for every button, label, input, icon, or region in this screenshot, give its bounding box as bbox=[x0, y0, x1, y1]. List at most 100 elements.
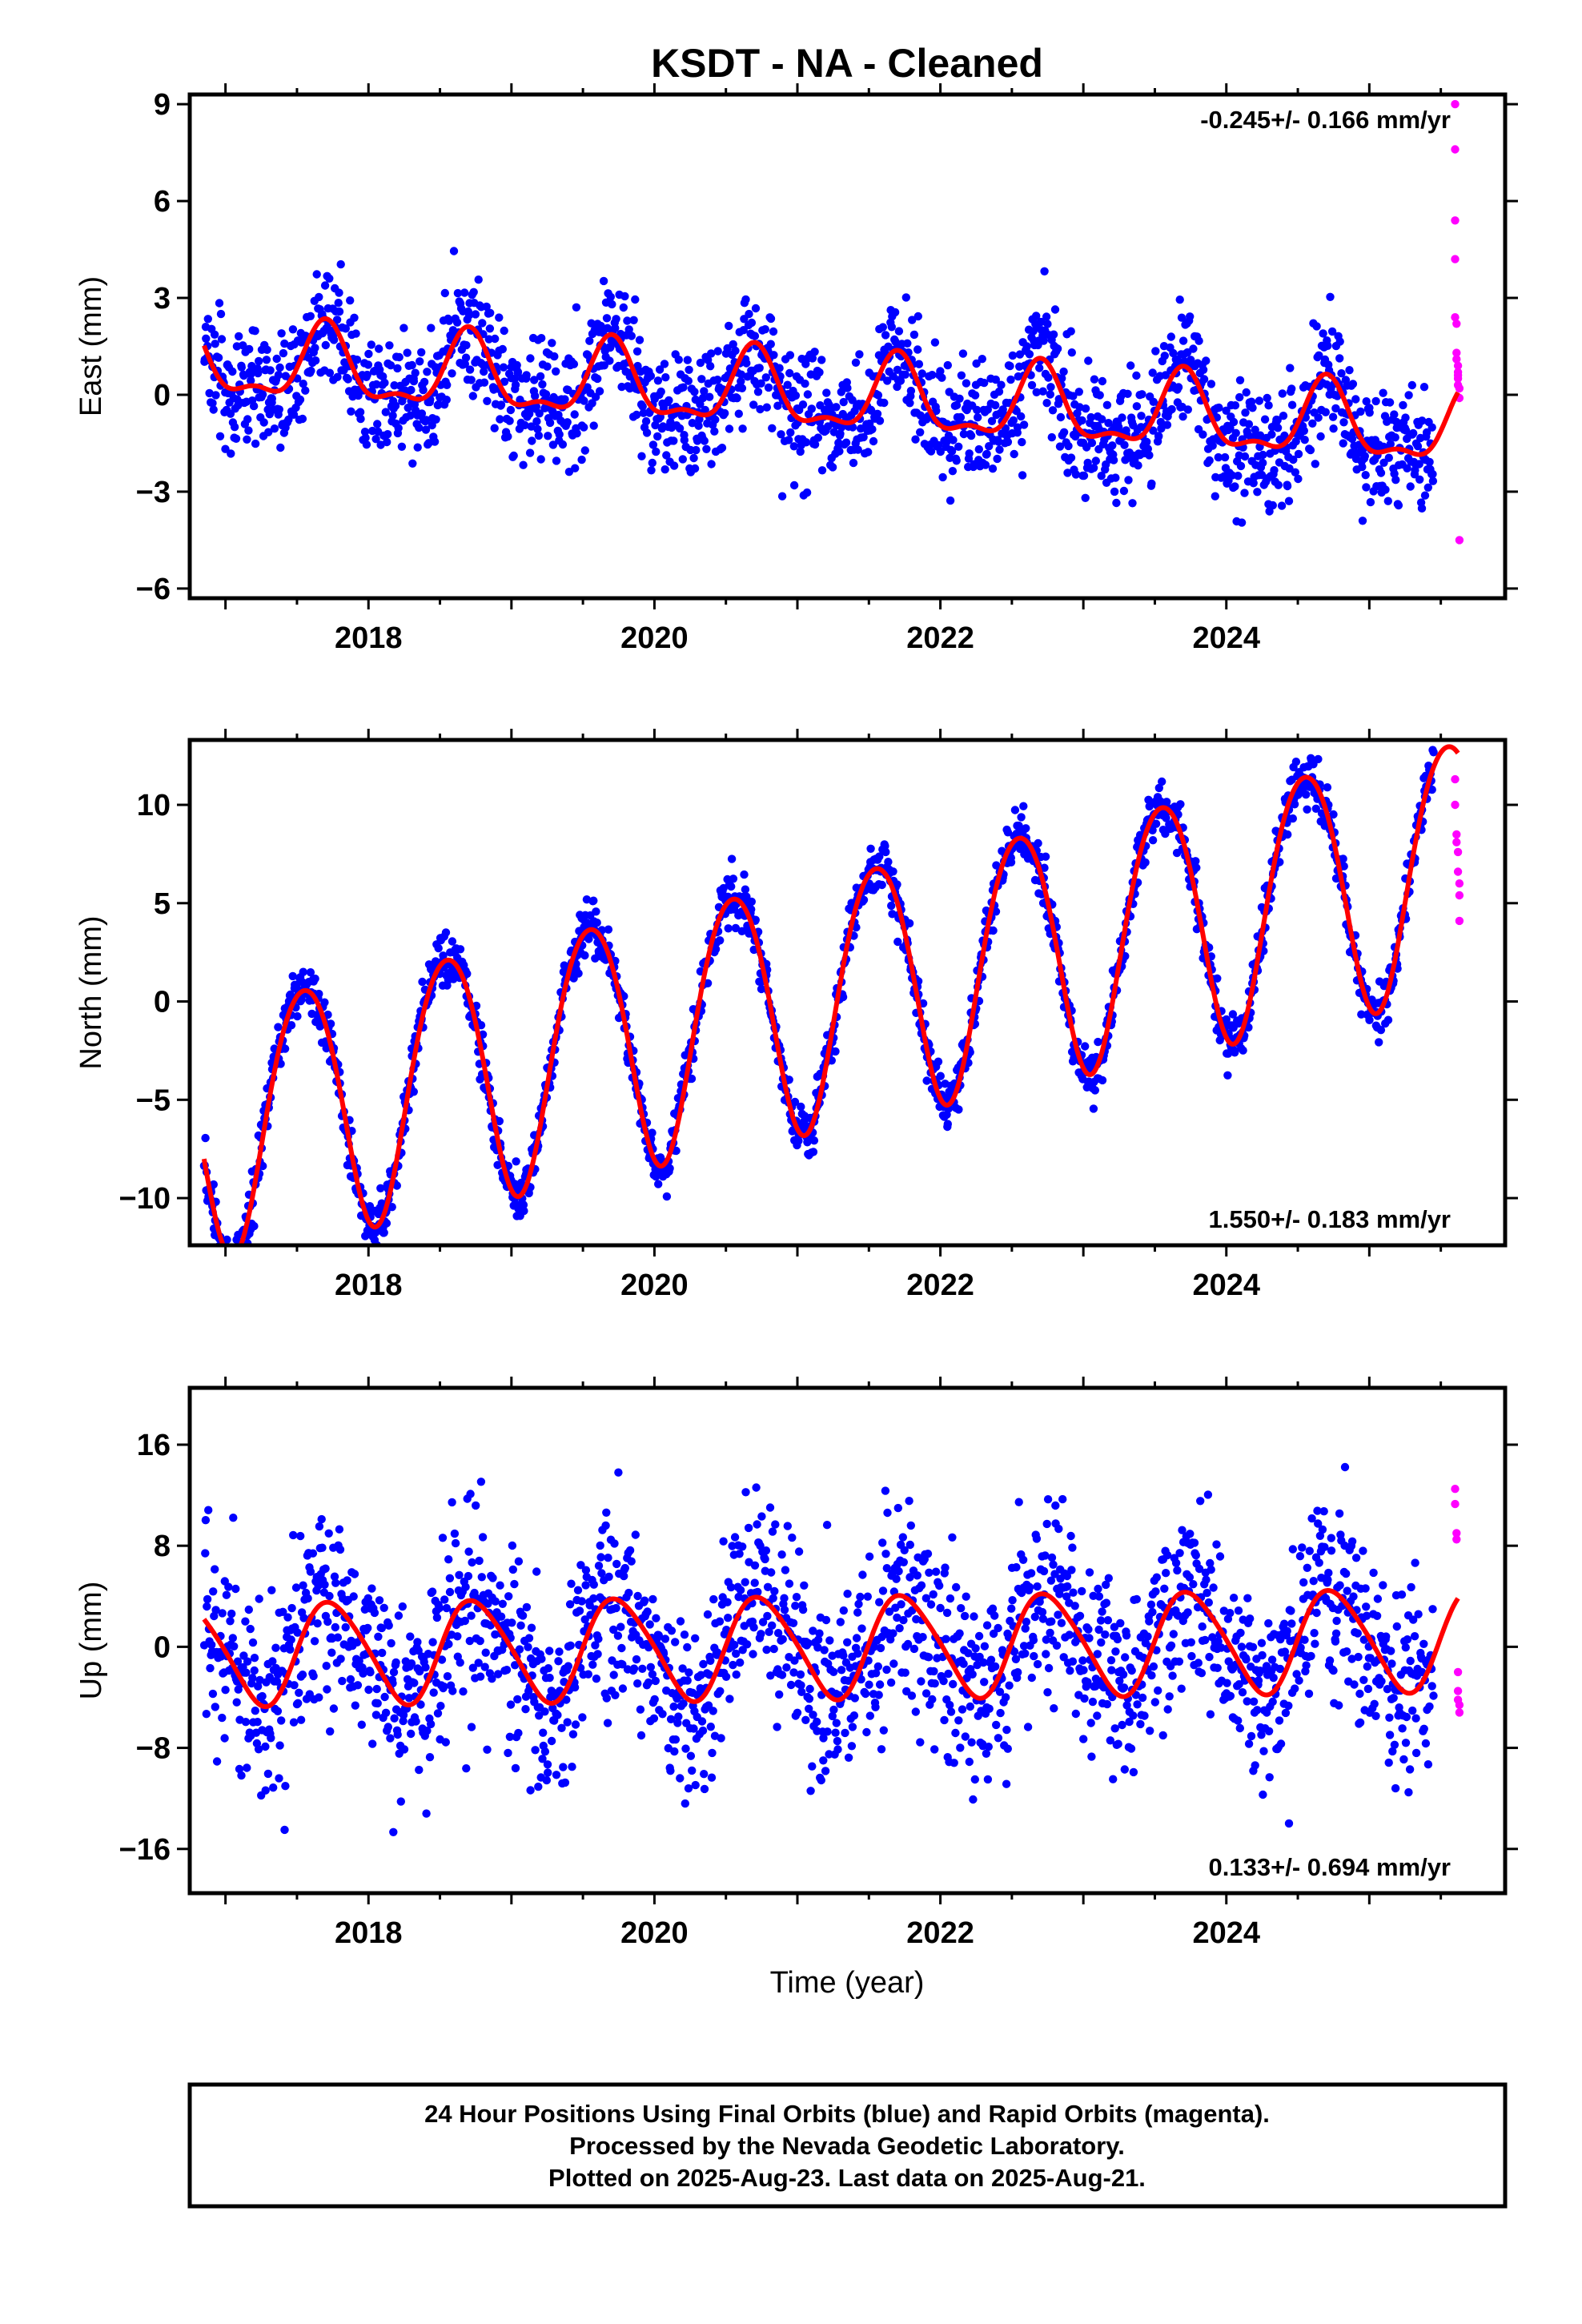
east-final-point bbox=[356, 414, 365, 424]
north-final-point bbox=[377, 1199, 386, 1208]
east-x-tick-label: 2022 bbox=[906, 621, 974, 655]
east-final-point bbox=[1422, 428, 1431, 437]
east-final-point bbox=[1328, 412, 1338, 421]
up-final-point bbox=[828, 1711, 837, 1721]
east-final-point bbox=[665, 396, 673, 405]
up-final-point bbox=[364, 1685, 373, 1695]
east-final-point bbox=[1428, 476, 1438, 485]
up-final-point bbox=[719, 1537, 728, 1546]
east-final-point bbox=[552, 456, 561, 465]
up-final-point bbox=[287, 1635, 295, 1644]
east-final-point bbox=[1157, 424, 1166, 433]
up-final-point bbox=[775, 1690, 784, 1699]
east-final-point bbox=[275, 405, 283, 414]
east-final-point bbox=[386, 361, 396, 370]
up-final-point bbox=[309, 1671, 318, 1681]
up-final-point bbox=[821, 1615, 831, 1625]
east-final-point bbox=[954, 442, 963, 451]
east-rapid-point bbox=[1452, 320, 1461, 328]
north-final-point bbox=[219, 1264, 227, 1272]
east-final-point bbox=[701, 405, 709, 415]
east-final-point bbox=[955, 394, 964, 403]
east-final-point bbox=[1199, 430, 1207, 439]
east-final-point bbox=[1064, 441, 1073, 451]
east-final-point bbox=[277, 329, 286, 338]
east-final-point bbox=[1299, 426, 1309, 436]
east-final-point bbox=[1175, 296, 1184, 304]
up-final-point bbox=[780, 1594, 789, 1602]
up-final-point bbox=[335, 1545, 345, 1554]
up-final-point bbox=[703, 1610, 713, 1619]
east-final-point bbox=[1167, 404, 1176, 414]
up-final-point bbox=[876, 1643, 885, 1653]
up-final-point bbox=[459, 1687, 468, 1696]
east-final-point bbox=[815, 368, 824, 377]
up-final-point bbox=[218, 1609, 227, 1618]
east-final-point bbox=[289, 410, 299, 419]
north-final-point bbox=[1017, 813, 1026, 822]
east-final-point bbox=[1283, 481, 1292, 491]
east-final-point bbox=[208, 399, 217, 408]
up-final-point bbox=[856, 1592, 865, 1602]
east-final-point bbox=[1123, 389, 1132, 398]
north-final-point bbox=[231, 1264, 239, 1272]
east-final-point bbox=[572, 429, 581, 438]
east-rapid-point bbox=[1451, 216, 1460, 225]
east-final-point bbox=[1186, 312, 1195, 321]
north-final-point bbox=[866, 844, 875, 854]
east-final-point bbox=[605, 356, 614, 365]
up-final-point bbox=[372, 1684, 381, 1694]
east-final-point bbox=[243, 415, 252, 424]
east-final-point bbox=[808, 354, 817, 363]
up-final-point bbox=[864, 1656, 873, 1665]
east-final-point bbox=[1384, 453, 1394, 462]
north-final-point bbox=[222, 1265, 230, 1273]
up-final-point bbox=[250, 1654, 259, 1663]
east-final-point bbox=[974, 444, 984, 454]
north-final-point bbox=[665, 1164, 674, 1173]
east-final-point bbox=[1403, 464, 1411, 472]
up-final-point bbox=[407, 1659, 416, 1668]
up-final-point bbox=[640, 1596, 649, 1605]
up-final-point bbox=[604, 1554, 612, 1562]
east-final-point bbox=[766, 340, 775, 348]
east-final-point bbox=[262, 356, 271, 364]
up-final-point bbox=[222, 1590, 231, 1599]
up-final-point bbox=[398, 1602, 407, 1611]
up-final-point bbox=[611, 1691, 620, 1699]
east-final-point bbox=[917, 369, 927, 378]
east-final-point bbox=[544, 432, 552, 440]
east-final-point bbox=[1306, 445, 1315, 455]
up-final-point bbox=[832, 1719, 841, 1727]
up-final-point bbox=[577, 1597, 586, 1606]
east-final-point bbox=[593, 374, 602, 384]
east-final-point bbox=[533, 424, 542, 433]
up-final-point bbox=[553, 1711, 562, 1719]
up-final-point bbox=[542, 1775, 551, 1785]
up-final-point bbox=[237, 1771, 246, 1780]
east-final-point bbox=[1329, 424, 1338, 433]
north-final-point bbox=[1383, 1015, 1393, 1024]
up-final-point bbox=[513, 1695, 522, 1704]
east-final-point bbox=[798, 400, 808, 409]
east-final-point bbox=[785, 436, 793, 444]
east-final-point bbox=[1371, 396, 1380, 406]
east-final-point bbox=[994, 387, 1004, 396]
east-final-point bbox=[926, 447, 936, 456]
east-final-point bbox=[1022, 342, 1031, 351]
east-final-point bbox=[1391, 476, 1400, 485]
east-final-point bbox=[1358, 517, 1367, 525]
east-final-point bbox=[411, 368, 420, 377]
east-final-point bbox=[288, 325, 298, 334]
up-final-point bbox=[762, 1645, 771, 1655]
east-final-point bbox=[364, 349, 373, 359]
north-final-point bbox=[592, 907, 600, 916]
up-final-point bbox=[484, 1599, 492, 1608]
north-final-point bbox=[227, 1256, 235, 1264]
east-final-point bbox=[1177, 313, 1186, 322]
up-final-point bbox=[272, 1677, 282, 1686]
east-final-point bbox=[422, 416, 431, 424]
north-final-point bbox=[724, 924, 733, 933]
north-final-point bbox=[1162, 814, 1170, 822]
north-final-point bbox=[382, 1219, 391, 1228]
